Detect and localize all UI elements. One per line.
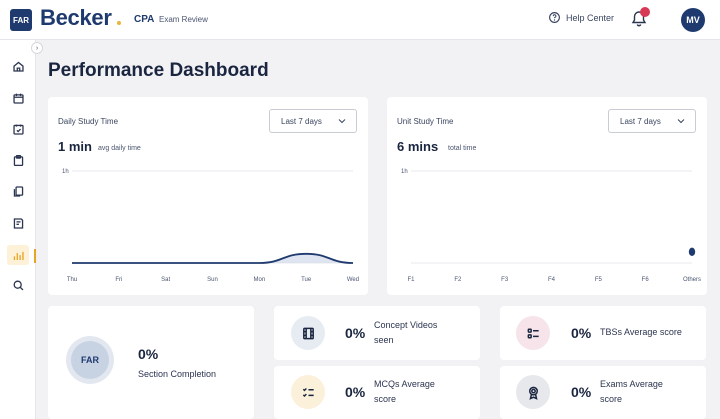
mcq-average-label: MCQs Average score [374, 377, 435, 407]
exams-average-value: 0% [571, 384, 592, 400]
x-tick-label: Others [683, 277, 701, 283]
flashcards-icon[interactable] [10, 183, 26, 199]
x-tick-label: F2 [454, 277, 462, 283]
unit-study-card: Unit Study Time Last 7 days 6 mins total… [387, 97, 707, 295]
concept-videos-label-line2: seen [374, 335, 394, 345]
product-subtitle: Exam Review [159, 15, 208, 24]
film-icon [291, 316, 325, 350]
chevron-down-icon [338, 119, 346, 124]
section-progress-ring: FAR [66, 336, 114, 384]
unit-study-chart: 1h F1 F2 F3 F4 F5 F6 Others [401, 169, 701, 283]
help-chat-icon [549, 12, 560, 23]
sidebar-collapse-button[interactable]: › [31, 42, 43, 54]
award-icon [516, 375, 550, 409]
unit-y-tick: 1h [401, 169, 408, 175]
exams-average-label-line2: score [600, 394, 623, 404]
x-tick-label: Sun [207, 277, 218, 283]
product-name: CPA [134, 14, 155, 25]
notification-badge [640, 7, 650, 17]
help-center-label: Help Center [566, 12, 615, 23]
notes-icon[interactable] [10, 215, 26, 231]
section-badge[interactable]: FAR [10, 9, 32, 31]
home-icon[interactable] [10, 58, 26, 74]
section-completion-value: 0% [138, 346, 159, 362]
x-tick-label: F4 [548, 277, 556, 283]
chevron-down-icon [677, 119, 685, 124]
x-tick-label: Tue [301, 277, 312, 283]
daily-range-value: Last 7 days [281, 116, 322, 126]
brand-dot [117, 21, 121, 25]
list-check-icon [516, 316, 550, 350]
concept-videos-label-line1: Concept Videos [374, 320, 438, 330]
unit-range-value: Last 7 days [620, 116, 661, 126]
performance-icon[interactable] [7, 245, 29, 265]
top-bar: FAR Becker CPA Exam Review Help Center M… [0, 0, 720, 40]
user-avatar[interactable]: MV [681, 8, 705, 32]
daily-study-title: Daily Study Time [58, 117, 119, 126]
concept-videos-value: 0% [345, 325, 366, 341]
data-point [688, 247, 696, 256]
daily-study-card: Daily Study Time Last 7 days 1 min avg d… [48, 97, 368, 295]
exams-average-label: Exams Average score [600, 377, 663, 407]
study-area-fill [72, 253, 353, 263]
x-tick-label: Fri [115, 277, 122, 283]
unit-range-select[interactable]: Last 7 days [608, 109, 696, 133]
mcq-average-label-line1: MCQs Average [374, 379, 435, 389]
unit-metric-value: 6 mins [397, 139, 439, 154]
page-title: Performance Dashboard [48, 60, 269, 81]
x-tick-label: F1 [407, 277, 415, 283]
checklist-icon [291, 375, 325, 409]
calendar-icon[interactable] [10, 90, 26, 106]
section-badge-circle: FAR [71, 341, 109, 379]
study-plan-icon[interactable] [10, 121, 26, 137]
daily-metric-value: 1 min [58, 139, 92, 154]
brand-logo[interactable]: Becker [40, 5, 112, 30]
unit-study-title: Unit Study Time [397, 117, 454, 126]
exams-average-label-line1: Exams Average [600, 379, 663, 389]
daily-study-chart: 1h Thu Fri Sat Sun Mon Tue Wed [62, 169, 359, 283]
x-tick-label: F3 [501, 277, 509, 283]
mcq-average-label-line2: score [374, 394, 397, 404]
tbs-average-value: 0% [571, 325, 592, 341]
x-tick-label: Sat [161, 277, 170, 283]
daily-range-select[interactable]: Last 7 days [269, 109, 357, 133]
help-center-link[interactable]: Help Center [548, 11, 614, 24]
search-icon[interactable] [10, 277, 26, 293]
daily-metric-label: avg daily time [98, 145, 141, 152]
concept-videos-label: Concept Videos seen [374, 318, 437, 348]
x-tick-label: F6 [642, 277, 650, 283]
mcq-average-value: 0% [345, 384, 366, 400]
x-tick-label: Mon [253, 277, 265, 283]
tbs-average-label: TBSs Average score [600, 327, 682, 337]
unit-metric-label: total time [448, 145, 477, 152]
x-tick-label: Wed [347, 277, 359, 283]
clipboard-icon[interactable] [10, 152, 26, 168]
section-completion-label: Section Completion [138, 369, 217, 379]
x-tick-label: Thu [67, 277, 77, 283]
x-tick-label: F5 [595, 277, 603, 283]
daily-y-tick: 1h [62, 169, 69, 175]
sidebar [0, 40, 36, 419]
active-indicator [34, 249, 36, 263]
